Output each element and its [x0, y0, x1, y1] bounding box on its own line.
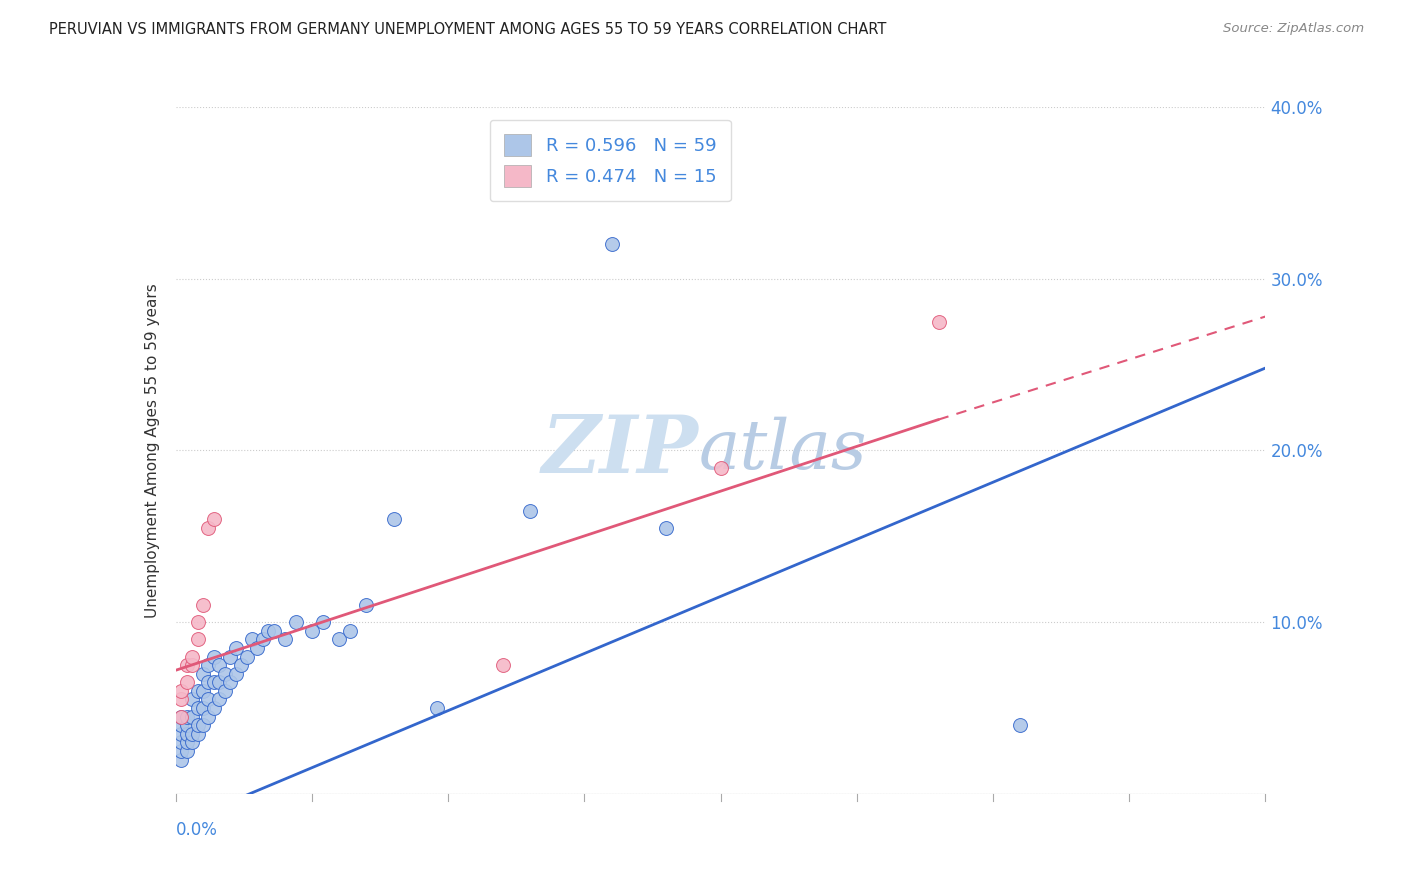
Point: [181, 727, 204, 741]
Point: [301, 624, 323, 638]
Point: [202, 512, 225, 526]
Point: [191, 718, 214, 732]
Point: [263, 624, 285, 638]
Point: [176, 744, 198, 758]
Point: [170, 753, 193, 767]
Point: [208, 692, 231, 706]
Point: [181, 658, 204, 673]
Point: [928, 315, 950, 329]
Point: [170, 744, 193, 758]
Point: [197, 692, 219, 706]
Point: [186, 683, 209, 698]
Point: [231, 658, 253, 673]
Point: [186, 632, 209, 647]
Point: [208, 658, 231, 673]
Point: [181, 735, 204, 749]
Point: [710, 460, 733, 475]
Point: [197, 658, 219, 673]
Point: [219, 675, 242, 690]
Text: 0.0%: 0.0%: [176, 822, 218, 839]
Point: [197, 675, 219, 690]
Point: [214, 683, 236, 698]
Point: [202, 649, 225, 664]
Text: Source: ZipAtlas.com: Source: ZipAtlas.com: [1223, 22, 1364, 36]
Point: [197, 521, 219, 535]
Point: [186, 701, 209, 715]
Point: [181, 692, 204, 706]
Point: [655, 521, 678, 535]
Point: [202, 675, 225, 690]
Point: [191, 683, 214, 698]
Legend: R = 0.596   N = 59, R = 0.474   N = 15: R = 0.596 N = 59, R = 0.474 N = 15: [489, 120, 731, 202]
Point: [170, 727, 193, 741]
Point: [214, 666, 236, 681]
Point: [240, 632, 263, 647]
Point: [519, 503, 541, 517]
Point: [328, 632, 350, 647]
Point: [235, 649, 257, 664]
Point: [186, 718, 209, 732]
Point: [197, 709, 219, 723]
Point: [191, 701, 214, 715]
Point: [600, 237, 623, 252]
Point: [312, 615, 335, 630]
Point: [176, 727, 198, 741]
Point: [339, 624, 361, 638]
Text: ZIP: ZIP: [541, 412, 699, 489]
Point: [191, 666, 214, 681]
Point: [170, 692, 193, 706]
Point: [492, 658, 515, 673]
Point: [170, 718, 193, 732]
Point: [225, 666, 247, 681]
Point: [176, 675, 198, 690]
Point: [170, 683, 193, 698]
Point: [274, 632, 297, 647]
Point: [186, 727, 209, 741]
Point: [176, 718, 198, 732]
Point: [426, 701, 449, 715]
Point: [225, 640, 247, 655]
Point: [246, 640, 269, 655]
Point: [382, 512, 405, 526]
Point: [257, 624, 280, 638]
Point: [170, 709, 193, 723]
Point: [1010, 718, 1032, 732]
Y-axis label: Unemployment Among Ages 55 to 59 years: Unemployment Among Ages 55 to 59 years: [145, 283, 160, 618]
Point: [208, 675, 231, 690]
Point: [284, 615, 307, 630]
Text: PERUVIAN VS IMMIGRANTS FROM GERMANY UNEMPLOYMENT AMONG AGES 55 TO 59 YEARS CORRE: PERUVIAN VS IMMIGRANTS FROM GERMANY UNEM…: [49, 22, 887, 37]
Text: atlas: atlas: [699, 417, 868, 483]
Point: [170, 709, 193, 723]
Point: [219, 649, 242, 664]
Point: [202, 701, 225, 715]
Point: [252, 632, 274, 647]
Point: [176, 658, 198, 673]
Point: [176, 709, 198, 723]
Point: [181, 649, 204, 664]
Point: [176, 735, 198, 749]
Point: [170, 735, 193, 749]
Point: [181, 709, 204, 723]
Point: [191, 598, 214, 612]
Point: [186, 615, 209, 630]
Point: [356, 598, 378, 612]
